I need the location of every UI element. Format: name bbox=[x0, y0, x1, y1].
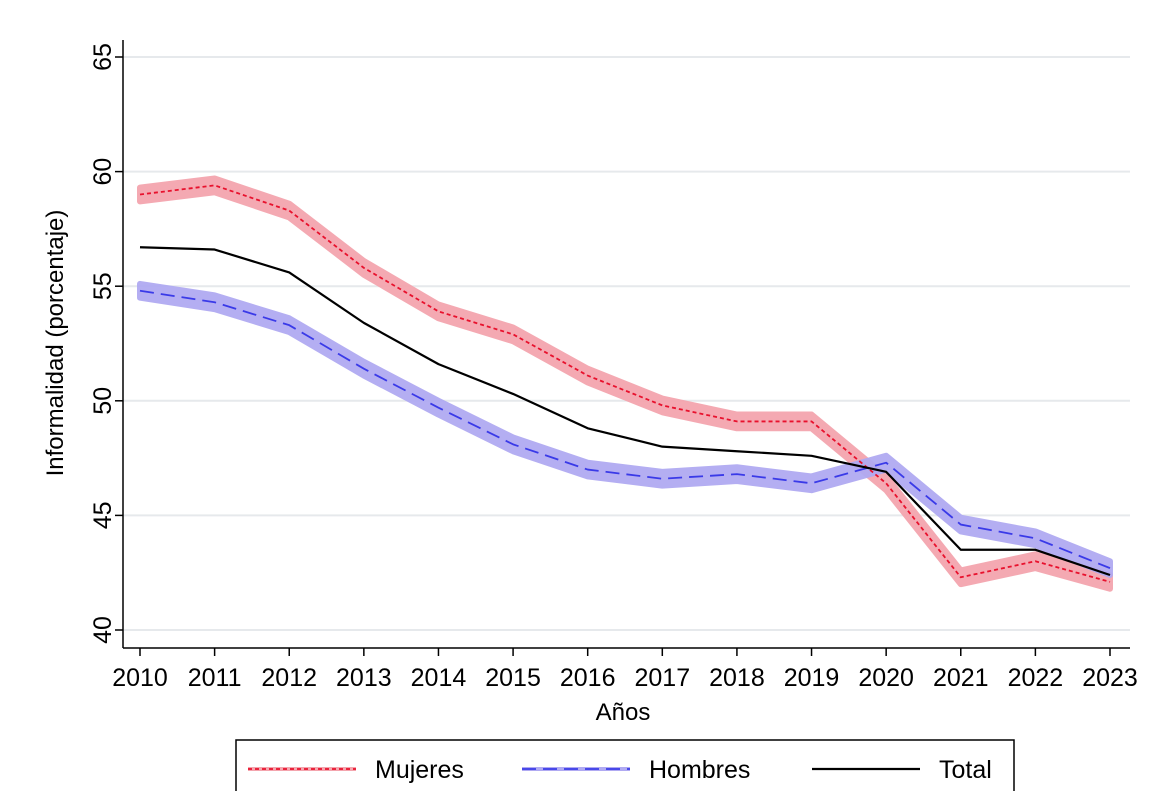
x-tick-label-2017: 2017 bbox=[634, 664, 690, 692]
y-tick-label-60: 60 bbox=[89, 158, 117, 186]
x-tick-label-2020: 2020 bbox=[858, 664, 914, 692]
x-tick-label-2021: 2021 bbox=[933, 664, 989, 692]
y-tick-label-65: 65 bbox=[89, 43, 117, 71]
y-axis-title: Informalidad (porcentaje) bbox=[42, 210, 69, 477]
y-tick-label-45: 45 bbox=[89, 501, 117, 529]
x-tick-label-2010: 2010 bbox=[112, 664, 168, 692]
line-total bbox=[139, 246, 1111, 577]
band-mujeres bbox=[137, 175, 1113, 592]
legend-label-hombres: Hombres bbox=[649, 756, 750, 784]
series-lines bbox=[139, 184, 1111, 583]
axes bbox=[122, 40, 1130, 649]
x-tick-label-2018: 2018 bbox=[709, 664, 765, 692]
y-tick-label-55: 55 bbox=[89, 272, 117, 300]
line-mujeres bbox=[139, 184, 1111, 583]
x-tick-label-2013: 2013 bbox=[336, 664, 392, 692]
x-tick-label-2014: 2014 bbox=[411, 664, 467, 692]
x-tick-label-2019: 2019 bbox=[784, 664, 840, 692]
legend: Mujeres Hombres Total bbox=[235, 739, 1015, 791]
x-tick-label-2011: 2011 bbox=[188, 664, 242, 692]
y-tick-label-40: 40 bbox=[89, 616, 117, 644]
x-tick-label-2012: 2012 bbox=[261, 664, 317, 692]
legend-label-total: Total bbox=[939, 756, 992, 784]
x-tick-label-2016: 2016 bbox=[560, 664, 616, 692]
x-tick-label-2022: 2022 bbox=[1008, 664, 1064, 692]
line-hombres bbox=[139, 289, 1111, 569]
x-tick-label-2023: 2023 bbox=[1082, 664, 1138, 692]
ticks: 40 45 50 55 60 65 2010 2011 2012 2013 2014 2015 2016… bbox=[89, 43, 1138, 692]
legend-label-mujeres: Mujeres bbox=[375, 756, 464, 784]
x-axis-title: Años bbox=[596, 699, 651, 726]
legend-box bbox=[235, 739, 1015, 791]
y-tick-label-50: 50 bbox=[89, 387, 117, 415]
x-tick-label-2015: 2015 bbox=[485, 664, 541, 692]
